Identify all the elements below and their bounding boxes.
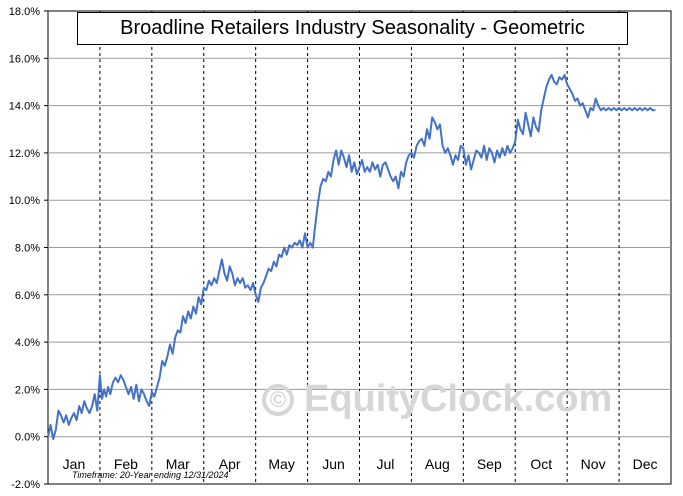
x-tick-label-oct: Oct (530, 456, 552, 472)
y-tick-label: 12.0% (9, 148, 40, 160)
y-tick-label: 4.0% (15, 337, 40, 349)
x-tick-label-nov: Nov (581, 456, 606, 472)
y-tick-label: 16.0% (9, 53, 40, 65)
y-tick-label: 6.0% (15, 290, 40, 302)
chart-title-box: Broadline Retailers Industry Seasonality… (77, 12, 628, 45)
y-tick-label: 18.0% (9, 6, 40, 18)
y-tick-label: -2.0% (11, 479, 40, 491)
watermark: © EquityClock.com (262, 378, 612, 421)
timeframe-footnote: Timeframe: 20-Year ending 12/31/2024 (72, 470, 229, 480)
x-axis-month-labels: Jan Feb Mar Apr May Jun Jul Aug Sep Oct Nov Dec (63, 456, 658, 472)
x-tick-label-jan: Jan (63, 456, 86, 472)
x-tick-label-dec: Dec (633, 456, 658, 472)
y-tick-label: 2.0% (15, 384, 40, 396)
y-axis-ticks: -2.0% 0.0% 2.0% 4.0% 6.0% 8.0% 10.0% 12.0% 14.0%… (9, 6, 48, 491)
y-tick-label: 10.0% (9, 195, 40, 207)
series-line-0 (47, 73, 656, 441)
x-tick-label-aug: Aug (425, 456, 450, 472)
y-tick-label: 14.0% (9, 101, 40, 113)
x-tick-label-mar: Mar (166, 456, 190, 472)
y-tick-label: 8.0% (15, 243, 40, 255)
x-tick-label-jun: Jun (322, 456, 345, 472)
x-tick-label-feb: Feb (114, 456, 138, 472)
series-group (47, 73, 656, 441)
chart-title: Broadline Retailers Industry Seasonality… (120, 17, 585, 39)
x-tick-label-jul: Jul (377, 456, 395, 472)
y-tick-label: 0.0% (15, 432, 40, 444)
watermark-text: EquityClock.com (304, 378, 613, 420)
x-tick-label-sep: Sep (477, 456, 502, 472)
x-tick-label-may: May (268, 456, 294, 472)
x-tick-label-apr: Apr (219, 456, 241, 472)
copyright-icon: © (262, 383, 294, 416)
